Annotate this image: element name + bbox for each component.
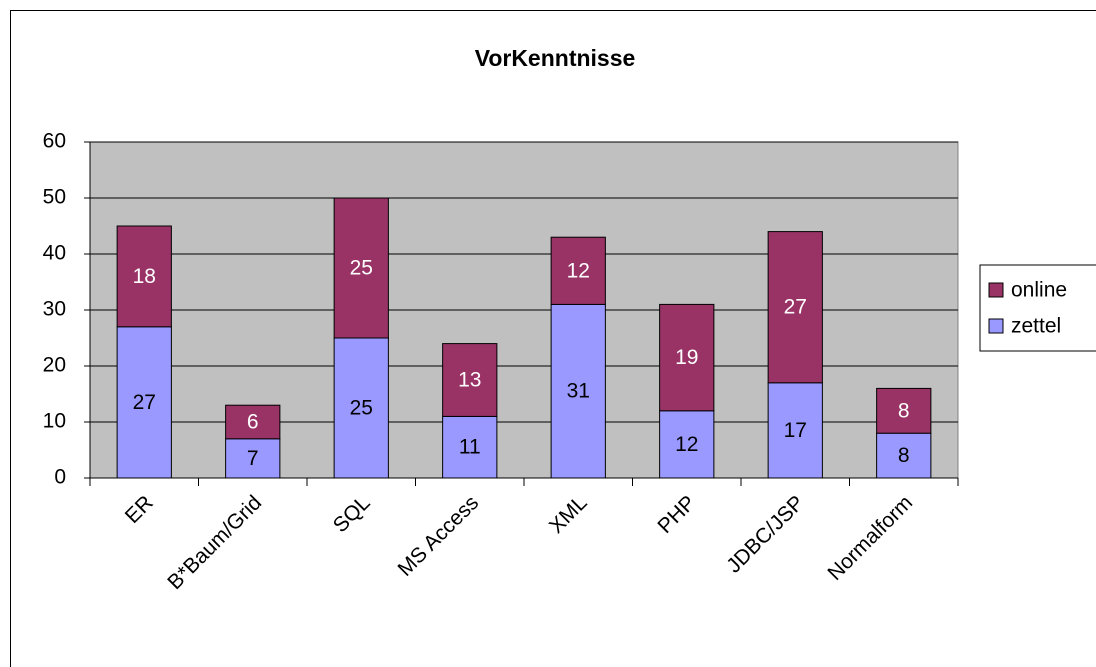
value-label: 25 [350, 397, 373, 420]
bar-segment [550, 236, 606, 305]
bar-segment [442, 415, 498, 479]
value-label: 6 [247, 411, 259, 434]
bar-segment [659, 303, 715, 412]
value-label: 11 [459, 436, 481, 459]
chart-title: VorKenntnisse [475, 45, 636, 71]
value-label: 27 [133, 391, 156, 414]
bar-segment [876, 432, 932, 479]
value-label: 8 [898, 444, 910, 467]
legend-label: zettel [1011, 315, 1061, 338]
value-label: 13 [458, 369, 481, 392]
bar-segment [659, 410, 715, 479]
legend-swatch [988, 318, 1004, 334]
y-tick-label: 40 [43, 242, 66, 265]
bar-segment [225, 404, 281, 440]
legend-box [979, 264, 1096, 352]
value-label: 7 [247, 447, 259, 470]
y-tick-label: 50 [43, 186, 66, 209]
bar-segment [225, 438, 281, 479]
bar-segment [767, 231, 823, 384]
value-label: 25 [350, 257, 373, 280]
value-label: 31 [567, 380, 590, 403]
y-tick-label: 0 [54, 466, 66, 489]
bar-segment [767, 382, 823, 479]
y-tick-label: 60 [43, 130, 66, 153]
value-label: 27 [784, 296, 807, 319]
legend-label: online [1011, 279, 1067, 302]
bar-segment [116, 326, 172, 479]
bar-segment [442, 343, 498, 417]
legend-swatch [988, 282, 1004, 298]
value-label: 12 [567, 259, 590, 282]
bar-segment [333, 197, 389, 339]
bar-segment [116, 225, 172, 328]
bar-segment [876, 387, 932, 434]
y-tick-label: 10 [43, 410, 66, 433]
value-label: 12 [675, 433, 698, 456]
value-label: 17 [784, 419, 807, 442]
value-label: 18 [133, 265, 156, 288]
y-tick-label: 20 [43, 354, 66, 377]
value-label: 19 [675, 346, 698, 369]
value-label: 8 [898, 399, 910, 422]
y-tick-label: 30 [43, 298, 66, 321]
